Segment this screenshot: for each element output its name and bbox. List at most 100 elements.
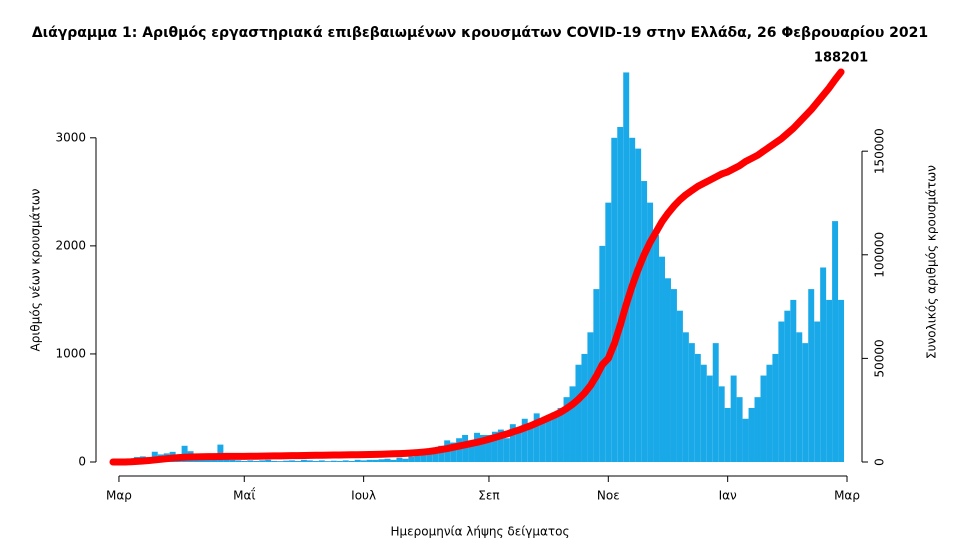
bar (670, 289, 677, 462)
bar (814, 321, 821, 462)
bar (569, 386, 576, 462)
bar (414, 455, 421, 462)
bar (432, 449, 439, 462)
bar (557, 407, 564, 462)
bar (826, 299, 833, 462)
bar (784, 310, 791, 462)
bar (408, 456, 415, 462)
bar (420, 453, 427, 462)
x-axis-label: Ημερομηνία λήψης δείγματος (390, 525, 569, 539)
bar (342, 460, 349, 462)
bar (808, 289, 815, 462)
bar (247, 460, 254, 462)
cumulative-line (109, 68, 845, 466)
bar (283, 460, 290, 462)
bar (468, 440, 475, 462)
y2-tick-label: 150000 (873, 128, 887, 174)
bar (521, 418, 528, 462)
bar (581, 353, 588, 462)
bar (336, 460, 343, 462)
bar (241, 460, 248, 462)
bar (718, 386, 725, 462)
bar (599, 245, 606, 462)
bar (629, 137, 636, 462)
bar (790, 299, 797, 462)
bar (491, 431, 498, 462)
bar (509, 424, 516, 462)
bar (682, 332, 689, 462)
bar (426, 451, 433, 462)
bar (390, 459, 397, 462)
bar (838, 299, 845, 462)
bar (635, 148, 642, 462)
bar (396, 457, 403, 462)
bar (611, 137, 618, 462)
bar (802, 343, 809, 462)
bar (485, 434, 492, 462)
x-tick-label: Μαρ (834, 489, 860, 503)
bar (450, 442, 457, 462)
bar (575, 364, 582, 462)
bar (271, 460, 278, 462)
bar (348, 460, 355, 462)
bar (402, 458, 409, 462)
bar (712, 343, 719, 462)
x-tick-label: Ιαν (719, 489, 737, 503)
bar (384, 458, 391, 462)
bar (223, 459, 230, 462)
bar (748, 407, 755, 462)
bar (318, 460, 325, 462)
y-tick-label: 2000 (55, 238, 86, 252)
y-axis-label: Αριθμός νέων κρουσμάτων (29, 188, 43, 351)
bar (766, 364, 773, 462)
bar (265, 459, 272, 462)
bar (295, 460, 301, 462)
x-tick-label: Μαΐ (233, 488, 255, 503)
bar (653, 235, 660, 462)
y2-axis-label: Συνολικός αριθμός κρουσμάτων (925, 165, 939, 359)
x-tick-label: Σεπ (478, 489, 499, 503)
bar (820, 267, 827, 462)
bar (617, 127, 624, 462)
bar (605, 202, 612, 463)
bar (497, 429, 504, 462)
bar (760, 375, 767, 462)
x-tick-label: Ιουλ (351, 489, 376, 503)
bar (235, 460, 242, 462)
bar (366, 459, 373, 462)
bar (253, 460, 260, 462)
bar (354, 459, 361, 462)
bar (730, 375, 737, 462)
bar (312, 460, 319, 462)
bar (462, 434, 469, 462)
bar (742, 418, 749, 462)
bar (551, 412, 558, 462)
bar (438, 445, 445, 462)
bar (676, 310, 683, 462)
bar (772, 353, 779, 462)
bar (515, 429, 522, 462)
bar (688, 343, 695, 462)
bar (527, 427, 534, 462)
bar (229, 459, 236, 462)
bar (641, 181, 648, 462)
y2-tick-label: 0 (873, 458, 887, 466)
bar (378, 459, 385, 462)
bar (694, 353, 701, 462)
y2-tick-label: 100000 (873, 232, 887, 278)
bar (659, 256, 665, 462)
bar (539, 423, 546, 462)
bar (706, 375, 713, 462)
bar (647, 202, 654, 463)
bar (372, 459, 379, 462)
bar (360, 460, 367, 462)
bar (503, 438, 510, 462)
bar (211, 458, 218, 462)
bar (277, 461, 284, 462)
bar (587, 332, 594, 462)
x-tick-label: Νοε (597, 489, 620, 503)
bar (778, 321, 785, 462)
bar (724, 407, 731, 462)
y-tick-label: 3000 (55, 130, 86, 144)
